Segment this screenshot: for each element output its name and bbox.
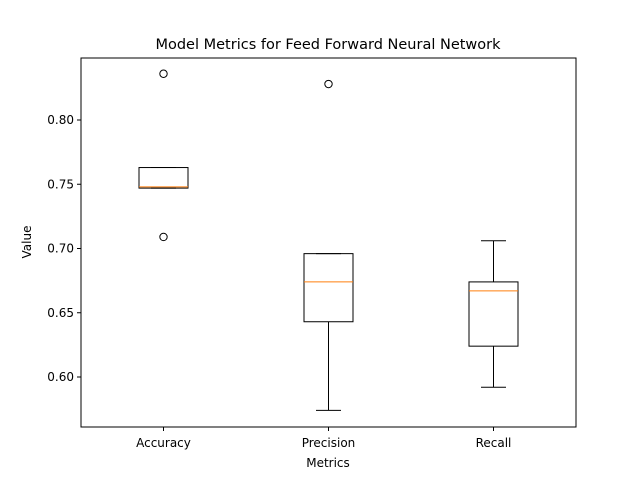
recall-box (468, 281, 519, 347)
x-axis-label: Metrics (306, 456, 350, 470)
precision-box (303, 253, 354, 323)
x-tick-label: Recall (476, 436, 512, 450)
plot-marks: 0.60 0.65 0.70 0.75 0.80 Accuracy Precision Rec… (47, 69, 519, 450)
accuracy-box (138, 167, 189, 189)
x-tick-label: Accuracy (136, 436, 191, 450)
y-axis-label: Value (20, 226, 34, 259)
y-tick-label: 0.80 (47, 113, 74, 127)
plot-frame (80, 57, 577, 428)
y-tick-label: 0.70 (47, 242, 74, 256)
chart-title: Model Metrics for Feed Forward Neural Ne… (155, 37, 501, 53)
accuracy-outlier-point (159, 69, 168, 78)
x-tick-label: Precision (302, 436, 356, 450)
y-tick-label: 0.75 (47, 177, 74, 191)
y-tick-label: 0.65 (47, 306, 74, 320)
y-tick-label: 0.60 (47, 370, 74, 384)
accuracy-outlier-point (159, 232, 168, 242)
precision-outlier-point (324, 79, 333, 89)
